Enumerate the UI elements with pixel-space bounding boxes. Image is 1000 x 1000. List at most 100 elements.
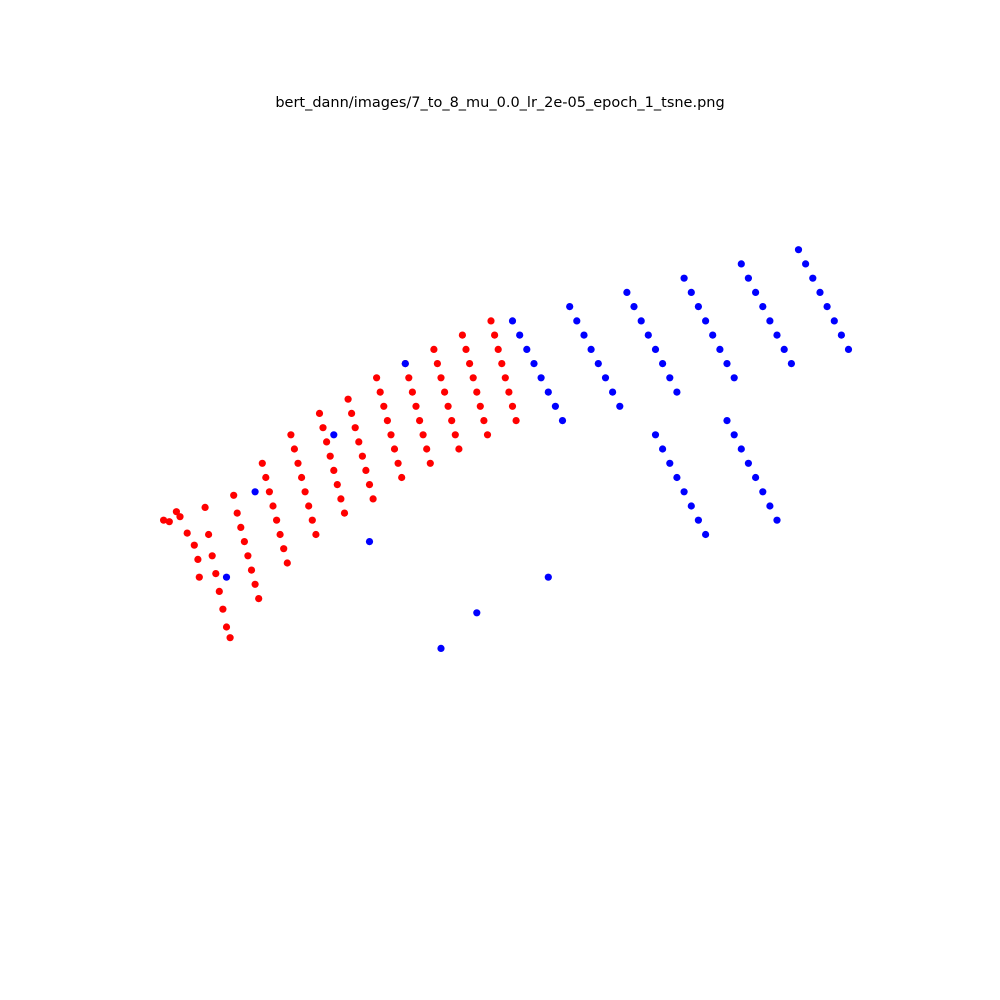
blue-point-63	[773, 516, 781, 524]
red-point-28	[273, 516, 281, 524]
red-point-9	[205, 530, 213, 539]
red-point-21	[247, 566, 256, 574]
red-point-93	[505, 388, 513, 396]
red-point-84	[473, 388, 481, 396]
red-point-59	[383, 417, 391, 425]
red-point-46	[337, 495, 345, 503]
red-point-88	[487, 317, 495, 325]
blue-point-35	[759, 303, 767, 311]
blue-point-53	[687, 502, 695, 510]
red-point-94	[508, 402, 517, 410]
blue-point-58	[737, 445, 745, 453]
blue-point-26	[694, 303, 703, 311]
blue-point-40	[794, 246, 803, 254]
blue-point-55	[702, 530, 710, 539]
red-point-65	[405, 374, 413, 382]
blue-point-38	[780, 345, 788, 353]
red-point-70	[423, 445, 431, 453]
blue-point-70	[473, 609, 481, 617]
red-point-76	[444, 402, 452, 410]
blue-point-44	[823, 303, 831, 311]
blue-point-50	[666, 459, 674, 467]
red-point-48	[344, 395, 352, 403]
red-point-51	[355, 438, 363, 446]
red-point-12	[215, 587, 223, 596]
red-point-4	[183, 529, 191, 537]
chart-title: bert_dann/images/7_to_8_mu_0.0_lr_2e-05_…	[275, 95, 725, 111]
red-point-13	[219, 605, 227, 613]
blue-point-62	[766, 502, 774, 510]
red-point-67	[412, 402, 420, 410]
red-point-19	[240, 538, 248, 546]
red-point-54	[365, 481, 374, 489]
red-point-79	[455, 445, 463, 453]
blue-point-42	[809, 274, 817, 282]
red-point-10	[208, 552, 216, 560]
blue-point-45	[830, 317, 838, 325]
blue-point-32	[737, 260, 745, 268]
red-point-23	[255, 595, 263, 603]
blue-point-3	[530, 360, 538, 368]
red-point-30	[280, 545, 288, 553]
blue-point-56	[723, 417, 731, 425]
red-point-80	[458, 331, 466, 339]
red-point-83	[469, 374, 477, 382]
red-point-3	[176, 513, 184, 521]
red-point-43	[326, 452, 334, 460]
red-point-17	[233, 509, 241, 517]
red-point-29	[276, 530, 284, 539]
red-point-63	[398, 473, 406, 482]
red-point-71	[426, 459, 434, 467]
blue-point-30	[723, 360, 731, 368]
red-point-52	[358, 452, 366, 460]
blue-point-22	[666, 374, 674, 382]
red-point-95	[512, 417, 520, 425]
red-point-61	[390, 445, 399, 453]
blue-point-5	[544, 388, 552, 396]
red-point-20	[244, 552, 252, 560]
blue-point-65	[251, 488, 259, 496]
red-point-16	[230, 491, 238, 499]
red-point-45	[333, 481, 341, 489]
red-point-15	[226, 634, 234, 642]
red-point-5	[190, 541, 198, 549]
red-point-31	[283, 559, 291, 567]
red-point-68	[416, 417, 424, 425]
red-point-1	[165, 518, 173, 526]
blue-point-49	[659, 445, 667, 453]
blue-point-27	[702, 317, 710, 325]
red-point-34	[294, 459, 302, 467]
red-point-85	[476, 402, 484, 410]
blue-point-6	[551, 402, 560, 410]
red-point-27	[269, 502, 277, 510]
red-point-35	[298, 473, 306, 482]
blue-point-21	[659, 360, 667, 368]
blue-point-51	[673, 473, 681, 482]
blue-point-37	[773, 331, 781, 339]
red-point-32	[287, 431, 295, 439]
blue-point-1	[516, 331, 524, 339]
blue-point-13	[601, 374, 610, 382]
blue-point-16	[623, 288, 631, 296]
red-point-53	[362, 466, 370, 474]
red-point-0	[160, 516, 168, 524]
red-point-75	[441, 388, 449, 396]
blue-point-47	[844, 345, 853, 353]
red-point-37	[305, 502, 313, 510]
blue-point-69	[437, 644, 445, 653]
blue-point-39	[787, 360, 796, 368]
red-point-78	[451, 431, 459, 439]
blue-point-29	[716, 345, 724, 353]
red-point-33	[290, 445, 298, 453]
blue-point-66	[330, 431, 338, 439]
blue-point-34	[752, 288, 760, 296]
red-point-41	[319, 424, 327, 432]
blue-point-24	[680, 274, 688, 282]
blue-point-33	[744, 274, 753, 282]
red-point-42	[323, 438, 331, 446]
red-point-73	[433, 360, 441, 368]
blue-point-54	[694, 516, 703, 524]
blue-point-11	[587, 345, 595, 353]
